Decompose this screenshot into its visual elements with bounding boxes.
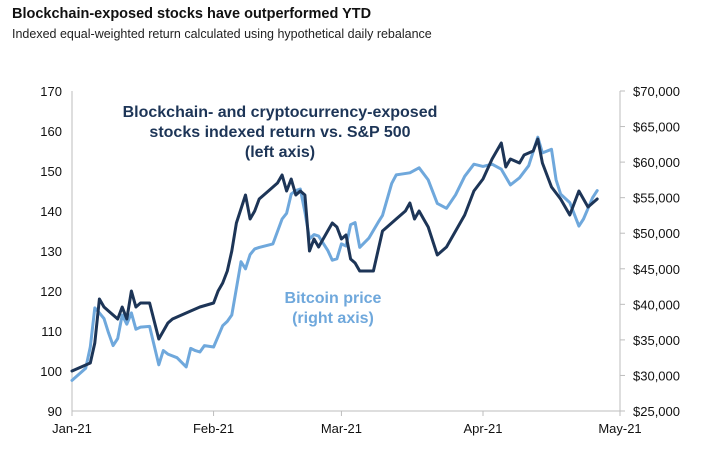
left-tick-label: 130 [40, 244, 62, 259]
right-tick-label: $50,000 [633, 226, 680, 241]
right-tick-label: $25,000 [633, 404, 680, 419]
left-tick-label: 90 [48, 404, 62, 419]
right-tick-label: $65,000 [633, 120, 680, 135]
bitcoin-annotation: Bitcoin price (right axis) [285, 290, 382, 327]
left-tick-label: 110 [41, 324, 62, 339]
chart-subtitle: Indexed equal-weighted return calculated… [12, 27, 432, 41]
right-tick-label: $60,000 [633, 155, 680, 170]
right-tick-label: $35,000 [633, 333, 680, 348]
chart-title: Blockchain-exposed stocks have outperfor… [12, 6, 372, 22]
left-tick-label: 170 [40, 84, 62, 99]
series-lines [70, 135, 599, 382]
annotations: Blockchain- and cryptocurrency-exposed st… [123, 104, 438, 327]
x-tick-label: Jan-21 [52, 421, 92, 436]
axes [71, 90, 625, 416]
left-tick-label: 160 [40, 124, 62, 139]
x-tick-label: May-21 [598, 421, 641, 436]
right-tick-label: $45,000 [633, 262, 680, 277]
x-tick-label: Mar-21 [321, 421, 362, 436]
x-tick-label: Feb-21 [193, 421, 234, 436]
tick-labels: 90 100 110 120 130 140 150 160 170 $25,000 $30,000… [40, 84, 680, 436]
left-tick-label: 140 [40, 204, 62, 219]
blockchain-annotation: Blockchain- and cryptocurrency-exposed st… [123, 104, 438, 161]
bitcoin-series-line [70, 135, 599, 382]
right-tick-label: $30,000 [633, 368, 680, 383]
right-tick-label: $40,000 [633, 297, 680, 312]
left-tick-label: 150 [40, 164, 62, 179]
left-tick-label: 120 [40, 284, 62, 299]
blockchain-series-line [70, 137, 599, 373]
right-tick-label: $55,000 [633, 191, 680, 206]
right-tick-label: $70,000 [633, 84, 680, 99]
x-tick-label: Apr-21 [463, 421, 502, 436]
left-tick-label: 100 [40, 364, 62, 379]
